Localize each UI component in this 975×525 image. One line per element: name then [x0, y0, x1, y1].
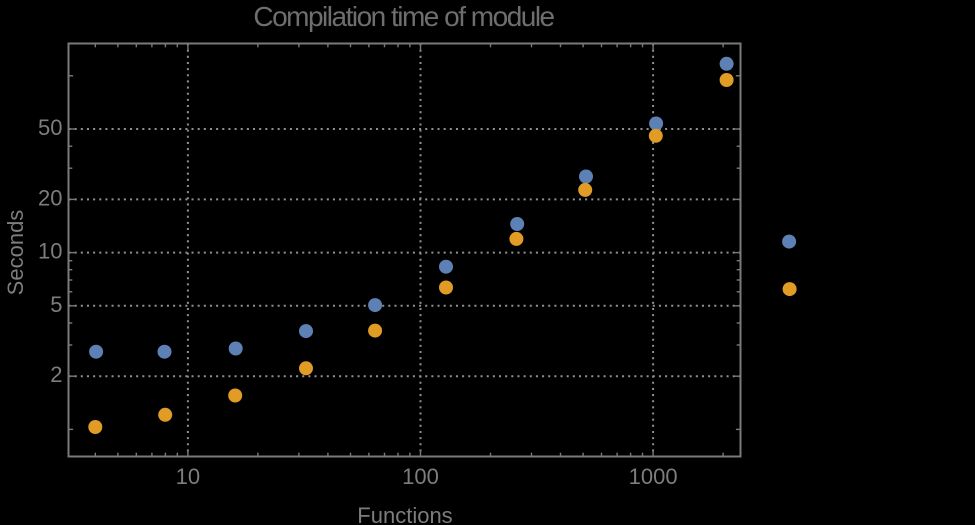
svg-text:1000: 1000: [629, 464, 678, 489]
svg-text:Seconds: Seconds: [3, 210, 28, 296]
svg-text:Functions: Functions: [357, 503, 452, 525]
svg-text:10: 10: [176, 464, 200, 489]
svg-text:2: 2: [50, 362, 62, 387]
svg-text:Compilation time of module: Compilation time of module: [253, 1, 554, 32]
svg-text:50: 50: [38, 115, 62, 140]
svg-text:20: 20: [38, 185, 62, 210]
svg-text:10: 10: [38, 239, 62, 264]
svg-text:100: 100: [402, 464, 439, 489]
svg-text:5: 5: [50, 292, 62, 317]
